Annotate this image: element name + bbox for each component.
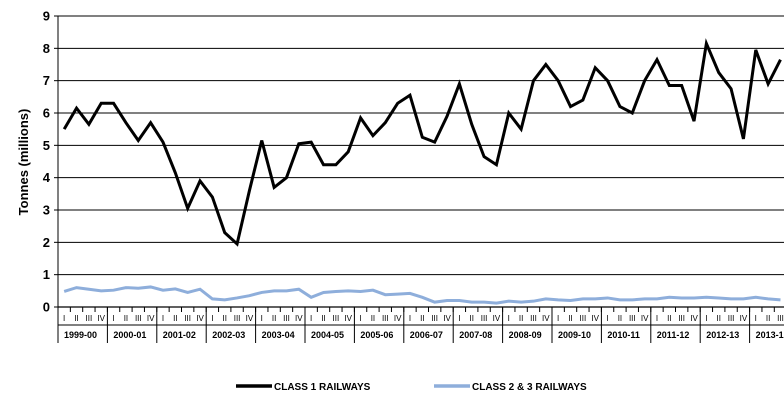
x-year-label: 1999-00 [64, 330, 97, 340]
x-quarter-label: IV [591, 314, 599, 323]
y-axis: 0 1 2 3 4 5 6 7 8 9 [43, 9, 59, 315]
x-quarter-label: II [618, 314, 622, 323]
x-quarter-label: IV [493, 314, 501, 323]
x-quarter-label: IV [690, 314, 698, 323]
series-line-class-1-railways [62, 38, 782, 247]
x-quarter-label: IV [394, 314, 402, 323]
x-quarter-label: IV [147, 314, 155, 323]
x-quarter-label: IV [196, 314, 204, 323]
x-quarter-label: II [420, 314, 424, 323]
y-tick-label: 0 [43, 300, 50, 315]
y-tick-label: 2 [43, 235, 50, 250]
x-quarter-label: II [568, 314, 572, 323]
legend: CLASS 1 RAILWAYS CLASS 2 & 3 RAILWAYS [236, 382, 587, 393]
x-quarter-label: I [656, 314, 658, 323]
x-quarter-label: I [606, 314, 608, 323]
x-quarter-label: III [728, 314, 735, 323]
x-quarter-label: II [469, 314, 473, 323]
x-quarter-label: II [74, 314, 78, 323]
grid-lines [58, 15, 784, 308]
x-quarter-label: III [431, 314, 438, 323]
x-quarter-label: IV [344, 314, 352, 323]
x-year-label: 2002-03 [212, 330, 245, 340]
x-quarter-label: IV [97, 314, 105, 323]
x-quarter-label: I [261, 314, 263, 323]
x-quarter-label: III [283, 314, 290, 323]
x-quarter-label: I [63, 314, 65, 323]
x-year-label: 2012-13 [706, 330, 739, 340]
x-year-label: 2001-02 [163, 330, 196, 340]
x-quarter-label: III [184, 314, 191, 323]
x-quarter-label: II [222, 314, 226, 323]
x-quarter-label: I [211, 314, 213, 323]
y-axis-label: Tonnes (millions) [16, 109, 31, 216]
x-quarter-label: III [135, 314, 142, 323]
x-quarter-label: II [667, 314, 671, 323]
x-quarter-label: II [766, 314, 770, 323]
x-quarter-label: I [755, 314, 757, 323]
x-year-label: 2005-06 [360, 330, 393, 340]
x-year-label: 2000-01 [113, 330, 146, 340]
x-year-label: 2013-1 [756, 330, 784, 340]
x-quarter-label: II [124, 314, 128, 323]
y-tick-label: 8 [43, 41, 50, 56]
x-quarter-label: IV [740, 314, 748, 323]
x-year-label: 2011-12 [657, 330, 690, 340]
x-quarter-label: III [86, 314, 93, 323]
x-quarter-label: II [371, 314, 375, 323]
x-quarter-label: III [629, 314, 636, 323]
x-quarter-label: II [321, 314, 325, 323]
x-quarter-label: I [112, 314, 114, 323]
series-line-class-2-3-railways [63, 285, 781, 305]
x-year-label: 2008-09 [509, 330, 542, 340]
x-quarter-label: I [705, 314, 707, 323]
y-tick-label: 5 [43, 138, 50, 153]
x-year-label: 2009-10 [558, 330, 591, 340]
y-tick-label: 7 [43, 73, 50, 88]
x-year-label: 2007-08 [459, 330, 492, 340]
x-quarter-label: III [777, 314, 784, 323]
x-quarter-label: I [310, 314, 312, 323]
x-quarter-label: III [481, 314, 488, 323]
legend-label: CLASS 2 & 3 RAILWAYS [472, 382, 587, 393]
x-quarter-label: II [272, 314, 276, 323]
legend-label: CLASS 1 RAILWAYS [274, 382, 371, 393]
x-quarter-label: I [409, 314, 411, 323]
y-tick-label: 1 [43, 267, 50, 282]
y-tick-label: 6 [43, 106, 50, 121]
x-quarter-label: III [580, 314, 587, 323]
x-quarter-label: I [557, 314, 559, 323]
x-quarter-label: I [458, 314, 460, 323]
x-year-label: 2010-11 [607, 330, 640, 340]
x-quarter-label: III [530, 314, 537, 323]
series-lines [62, 38, 782, 305]
x-year-label: 2003-04 [262, 330, 295, 340]
x-quarter-label: II [173, 314, 177, 323]
x-quarter-label: I [162, 314, 164, 323]
x-quarter-label: II [716, 314, 720, 323]
x-quarter-label: I [508, 314, 510, 323]
x-year-label: 2004-05 [311, 330, 344, 340]
x-quarter-label: IV [443, 314, 451, 323]
x-quarter-label: III [678, 314, 685, 323]
x-quarter-label: III [382, 314, 389, 323]
x-year-label: 2006-07 [410, 330, 443, 340]
y-tick-label: 9 [43, 9, 50, 24]
x-quarter-label: IV [641, 314, 649, 323]
x-quarter-label: IV [542, 314, 550, 323]
x-quarter-label: III [333, 314, 340, 323]
y-tick-label: 4 [43, 170, 51, 185]
x-quarter-label: II [519, 314, 523, 323]
x-quarter-label: III [234, 314, 241, 323]
x-quarter-label: IV [246, 314, 254, 323]
x-quarter-label: I [359, 314, 361, 323]
x-quarter-label: IV [295, 314, 303, 323]
x-axis: I II III IV I II III IV I II III IV I II III IV I II III IV… [57, 306, 784, 343]
y-tick-label: 3 [43, 203, 50, 218]
